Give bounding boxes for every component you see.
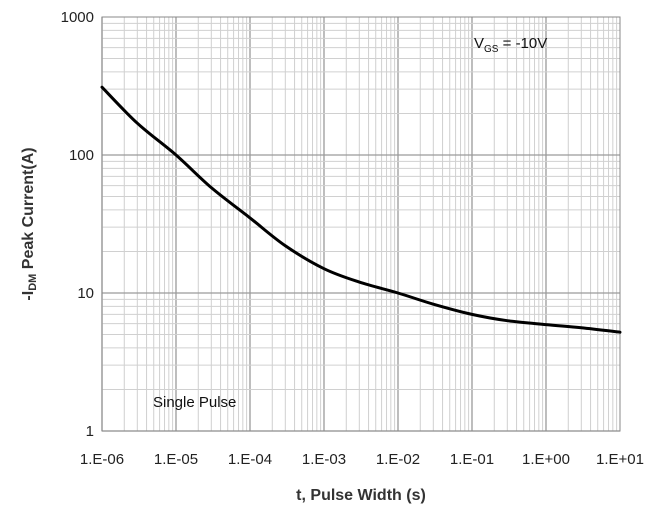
single-pulse-annotation: Single Pulse: [153, 394, 236, 411]
series-layer: [100, 85, 622, 334]
x-axis-label: t, Pulse Width (s): [296, 487, 426, 504]
grid-lines: [101, 17, 620, 432]
y-label-prefix: -I: [20, 291, 37, 301]
vgs-prefix: V: [474, 35, 484, 52]
x-tick-label: 1.E+00: [522, 451, 570, 468]
x-tick-label: 1.E-01: [450, 451, 494, 468]
y-tick-label: 1: [86, 423, 94, 440]
y-axis-label: -IDM Peak Current(A): [20, 147, 39, 300]
vgs-rest: = -10V: [498, 35, 547, 52]
x-tick-label: 1.E-05: [154, 451, 198, 468]
vgs-subscript: GS: [484, 44, 499, 55]
y-tick-label: 1000: [61, 9, 94, 26]
x-tick-label: 1.E+01: [596, 451, 644, 468]
y-label-subscript: DM: [27, 274, 39, 291]
plot-background: [102, 17, 620, 431]
y-tick-labels: 1 10 100 1000: [61, 9, 94, 440]
x-tick-label: 1.E-02: [376, 451, 420, 468]
y-tick-label: 100: [69, 147, 94, 164]
vgs-annotation: VGS = -10V: [474, 35, 547, 55]
x-tick-label: 1.E-06: [80, 451, 124, 468]
x-tick-label: 1.E-03: [302, 451, 346, 468]
y-tick-label: 10: [77, 285, 94, 302]
x-tick-labels: 1.E-06 1.E-05 1.E-04 1.E-03 1.E-02 1.E-01 1.E+…: [80, 451, 644, 468]
plot-border: [101, 16, 621, 432]
y-label-rest: Peak Current(A): [20, 147, 37, 273]
peak-current-curve: [100, 85, 622, 334]
x-tick-label: 1.E-04: [228, 451, 272, 468]
